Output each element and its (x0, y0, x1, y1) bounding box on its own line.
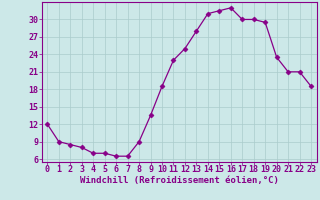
X-axis label: Windchill (Refroidissement éolien,°C): Windchill (Refroidissement éolien,°C) (80, 176, 279, 185)
